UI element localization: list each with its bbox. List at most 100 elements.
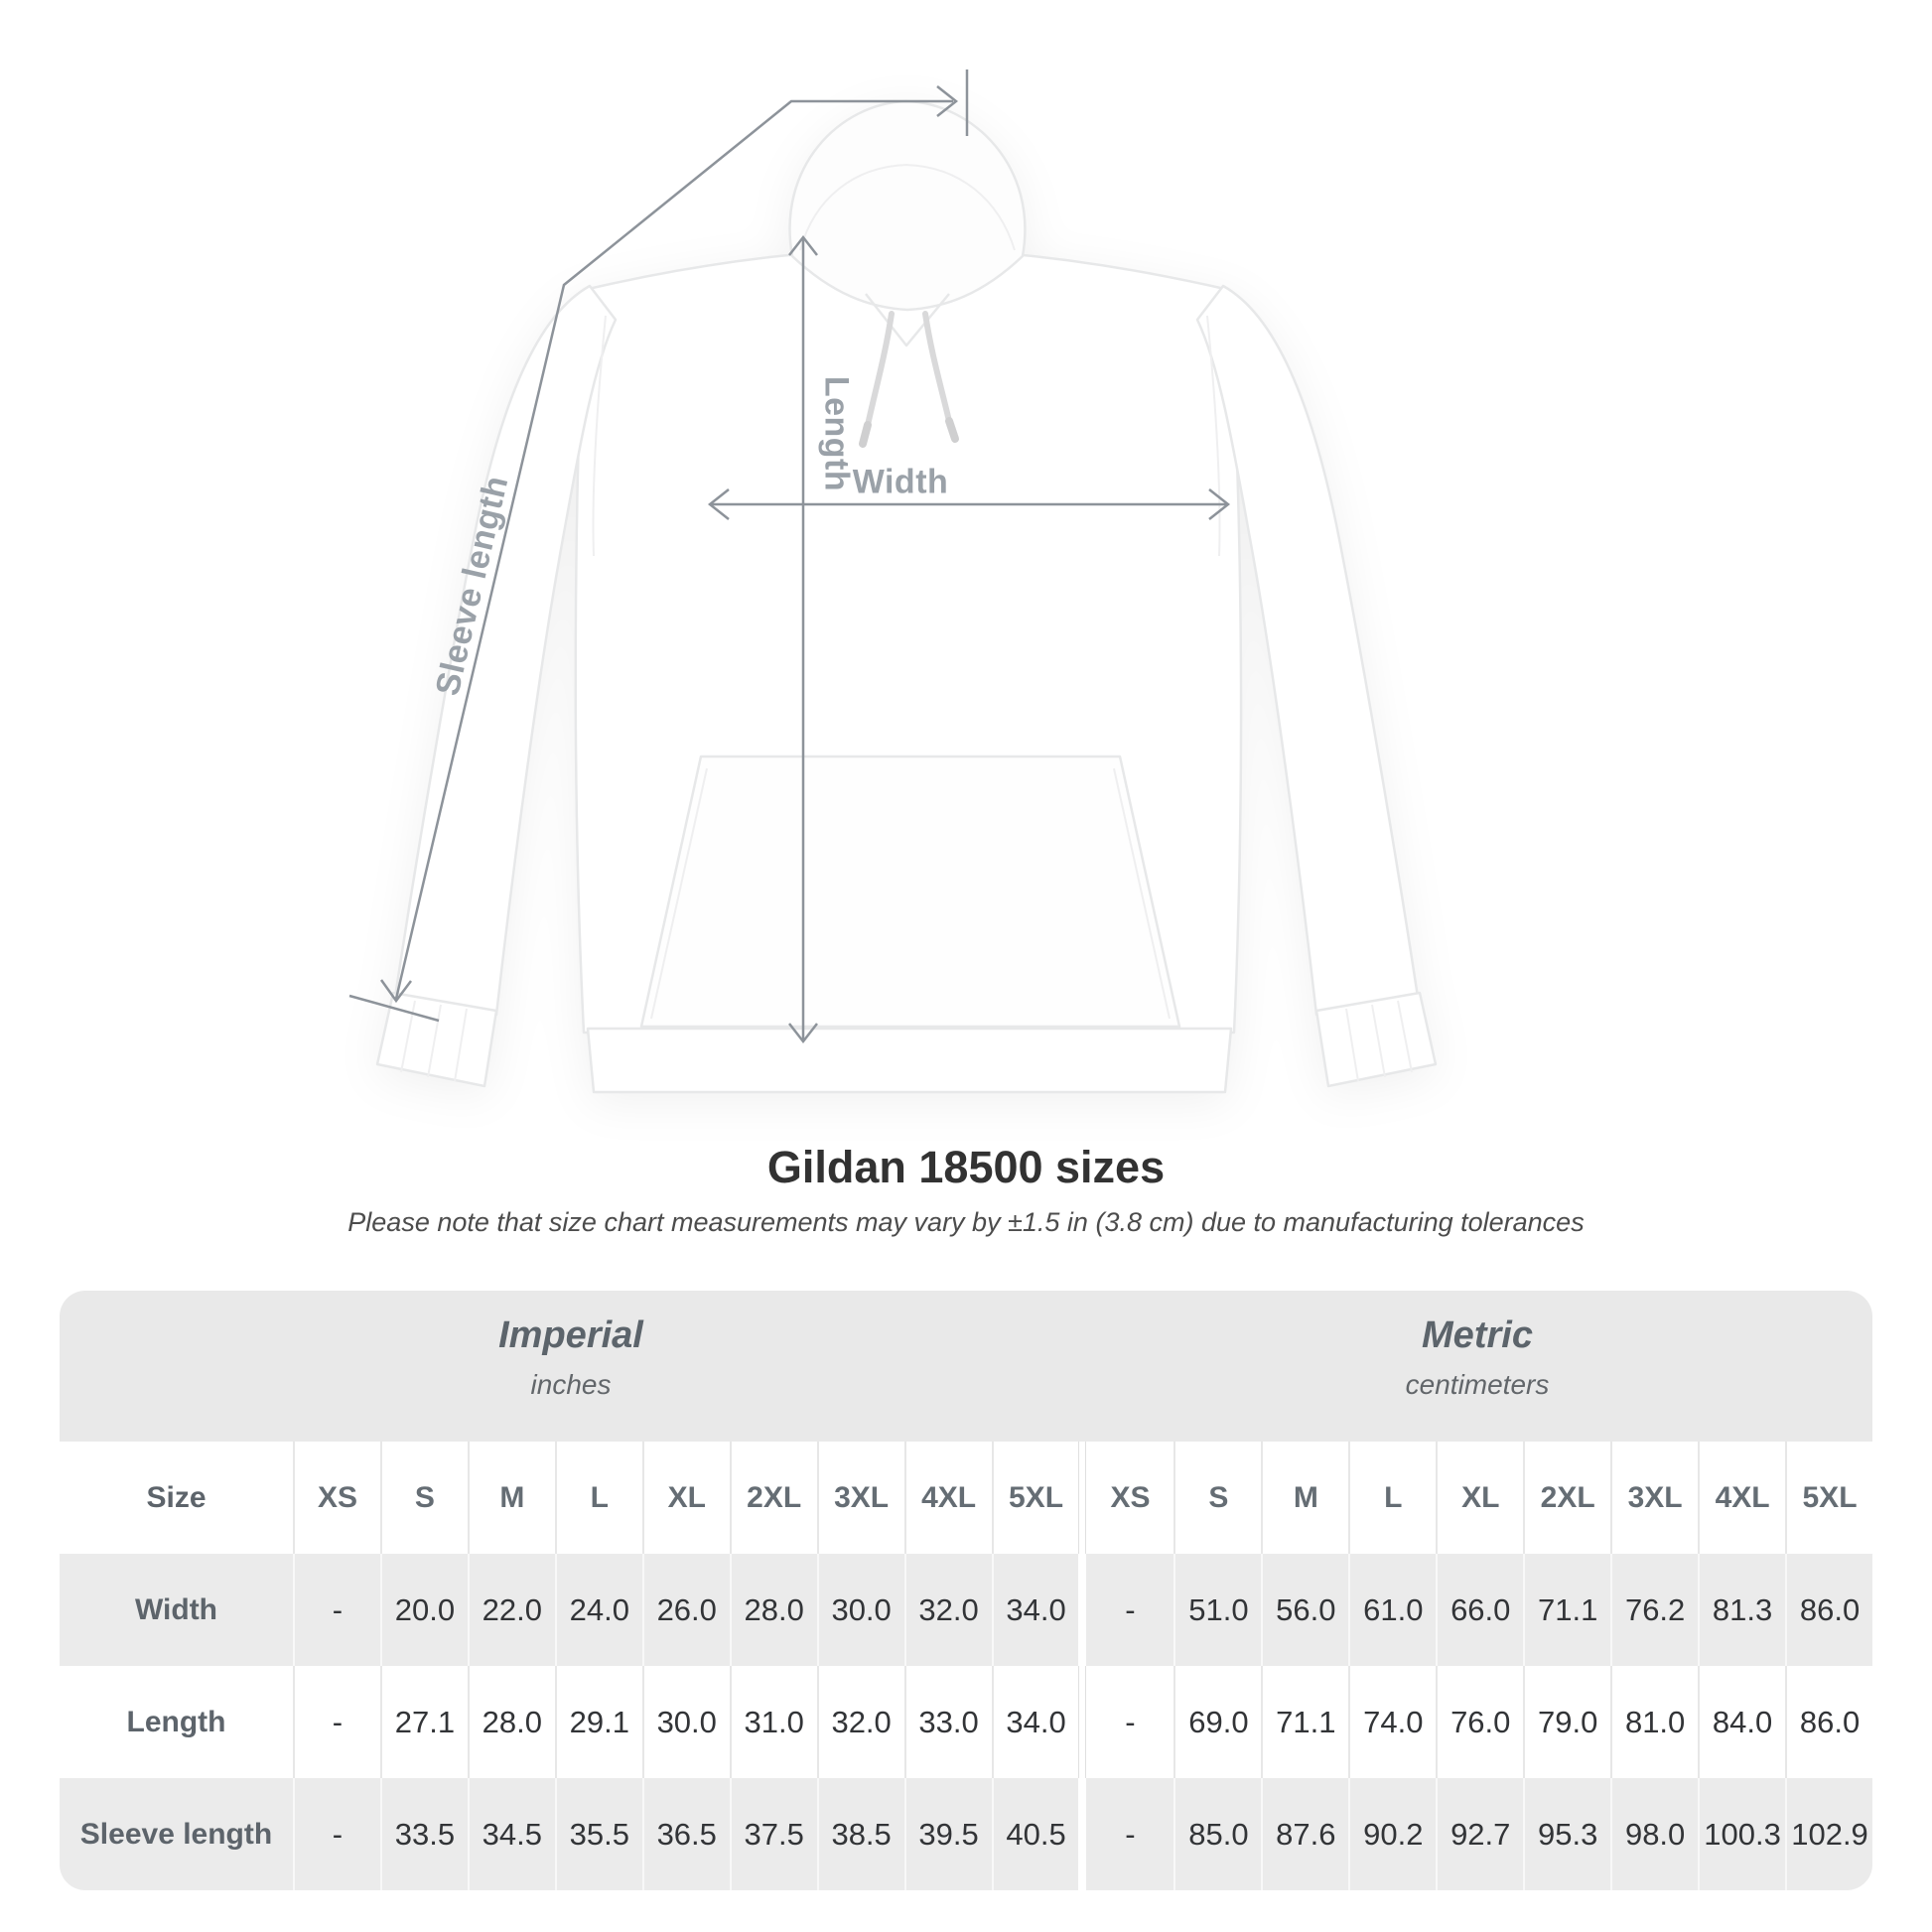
value-cell: 71.1 (1261, 1666, 1349, 1778)
value-cell: 30.0 (816, 1554, 904, 1666)
group-divider (1078, 1666, 1087, 1778)
size-col-header: M (1261, 1442, 1349, 1554)
hoodie-right-cuff (1314, 991, 1438, 1088)
value-cell: 90.2 (1348, 1778, 1437, 1890)
value-cell: 98.0 (1610, 1778, 1699, 1890)
value-cell: 30.0 (641, 1666, 730, 1778)
value-cell: 31.0 (729, 1666, 817, 1778)
value-cell: 34.0 (991, 1554, 1079, 1666)
size-col-header: L (1348, 1442, 1437, 1554)
group-divider (1078, 1442, 1087, 1554)
value-cell: 36.5 (641, 1778, 730, 1890)
value-cell: 28.0 (729, 1554, 817, 1666)
value-cell: 79.0 (1523, 1666, 1611, 1778)
value-cell: 27.1 (379, 1666, 468, 1778)
hoodie-hem (586, 1027, 1233, 1094)
value-cell: 33.0 (903, 1666, 992, 1778)
size-col-header: 3XL (816, 1442, 904, 1554)
value-cell: 33.5 (379, 1778, 468, 1890)
value-cell: 102.9 (1785, 1778, 1872, 1890)
size-table: Imperial inches Metric centimeters Size … (60, 1291, 1872, 1890)
imperial-header: Imperial inches (60, 1291, 1082, 1442)
value-cell: 22.0 (467, 1554, 555, 1666)
size-col-header: 4XL (1698, 1442, 1786, 1554)
value-cell: - (1086, 1666, 1174, 1778)
value-cell: - (1086, 1554, 1174, 1666)
size-col-header: 5XL (991, 1442, 1079, 1554)
value-cell: - (1086, 1778, 1174, 1890)
value-cell: 81.0 (1610, 1666, 1699, 1778)
hoodie-hood (788, 99, 1027, 312)
value-cell: 34.5 (467, 1778, 555, 1890)
group-divider (1078, 1778, 1087, 1890)
hoodie-pocket (639, 755, 1181, 1029)
value-cell: 32.0 (816, 1666, 904, 1778)
value-cell: 51.0 (1173, 1554, 1262, 1666)
row-label: Sleeve length (60, 1778, 293, 1890)
value-cell: 74.0 (1348, 1666, 1437, 1778)
unit-header-band: Imperial inches Metric centimeters (60, 1291, 1872, 1442)
width-label: Width (852, 463, 949, 501)
value-cell: 100.3 (1698, 1778, 1786, 1890)
group-divider (1078, 1554, 1087, 1666)
value-cell: 95.3 (1523, 1778, 1611, 1890)
value-cell: 92.7 (1436, 1778, 1524, 1890)
size-col-header: XS (1086, 1442, 1174, 1554)
value-cell: 56.0 (1261, 1554, 1349, 1666)
value-cell: 24.0 (554, 1554, 642, 1666)
value-cell: 34.0 (991, 1666, 1079, 1778)
size-col-header: M (467, 1442, 555, 1554)
size-col-header: 2XL (1523, 1442, 1611, 1554)
value-cell: 76.0 (1436, 1666, 1524, 1778)
value-cell: 39.5 (903, 1778, 992, 1890)
hoodie-left-cuff (375, 991, 498, 1088)
size-col-header: S (379, 1442, 468, 1554)
value-cell: 28.0 (467, 1666, 555, 1778)
value-cell: 26.0 (641, 1554, 730, 1666)
value-cell: 20.0 (379, 1554, 468, 1666)
product-diagram: Sleeve length Length Width (348, 69, 1438, 1094)
metric-unit: centimeters (1405, 1369, 1550, 1400)
size-row-label: Size (60, 1442, 293, 1554)
value-cell: 66.0 (1436, 1554, 1524, 1666)
value-cell: - (293, 1778, 380, 1890)
value-cell: - (293, 1666, 380, 1778)
value-cell: 37.5 (729, 1778, 817, 1890)
metric-title: Metric (1422, 1314, 1533, 1356)
size-col-header: XS (293, 1442, 380, 1554)
size-col-header: XL (1436, 1442, 1524, 1554)
value-cell: 86.0 (1785, 1554, 1872, 1666)
value-cell: 86.0 (1785, 1666, 1872, 1778)
hoodie-illustration (375, 99, 1438, 1094)
size-col-header: 4XL (903, 1442, 992, 1554)
imperial-title: Imperial (498, 1314, 643, 1356)
value-cell: 61.0 (1348, 1554, 1437, 1666)
value-cell: 38.5 (816, 1778, 904, 1890)
value-cell: 32.0 (903, 1554, 992, 1666)
tolerance-note: Please note that size chart measurements… (347, 1207, 1585, 1237)
page-title: Gildan 18500 sizes (766, 1142, 1166, 1192)
value-cell: 84.0 (1698, 1666, 1786, 1778)
metric-header: Metric centimeters (1082, 1291, 1872, 1442)
row-label: Length (60, 1666, 293, 1778)
value-cell: 85.0 (1173, 1778, 1262, 1890)
size-col-header: 2XL (729, 1442, 817, 1554)
value-cell: 71.1 (1523, 1554, 1611, 1666)
value-cell: 29.1 (554, 1666, 642, 1778)
row-label: Width (60, 1554, 293, 1666)
value-cell: 35.5 (554, 1778, 642, 1890)
size-col-header: L (554, 1442, 642, 1554)
value-cell: - (293, 1554, 380, 1666)
size-col-header: 5XL (1785, 1442, 1872, 1554)
value-cell: 81.3 (1698, 1554, 1786, 1666)
size-col-header: S (1173, 1442, 1262, 1554)
size-col-header: 3XL (1610, 1442, 1699, 1554)
value-cell: 69.0 (1173, 1666, 1262, 1778)
size-col-header: XL (641, 1442, 730, 1554)
size-grid: Size XS S M L XL 2XL 3XL 4XL 5XL XS S M … (60, 1442, 1872, 1890)
value-cell: 76.2 (1610, 1554, 1699, 1666)
length-label: Length (817, 375, 856, 492)
imperial-unit: inches (530, 1369, 612, 1400)
value-cell: 87.6 (1261, 1778, 1349, 1890)
